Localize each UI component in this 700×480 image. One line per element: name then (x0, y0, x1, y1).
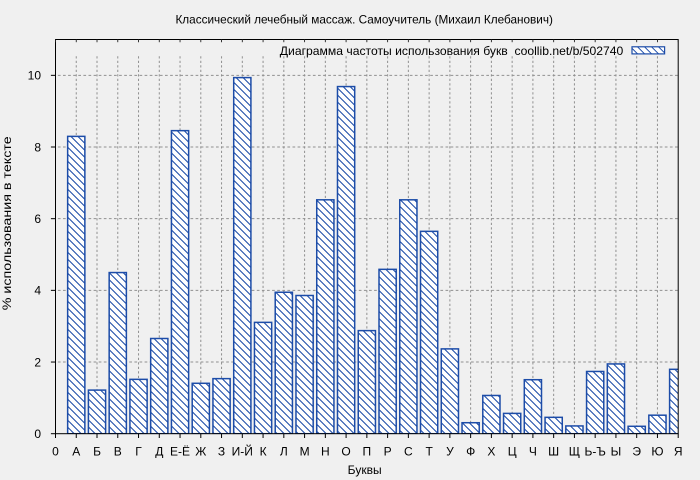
svg-text:Ж: Ж (195, 444, 206, 458)
svg-text:10: 10 (28, 69, 42, 83)
svg-text:Ю: Ю (651, 444, 663, 458)
svg-text:Д: Д (155, 444, 163, 458)
svg-text:О: О (341, 444, 350, 458)
svg-text:Ы: Ы (611, 444, 622, 458)
svg-text:8: 8 (34, 140, 41, 154)
svg-text:М: М (300, 444, 310, 458)
svg-text:Ь-Ъ: Ь-Ъ (584, 444, 605, 458)
svg-text:К: К (260, 444, 267, 458)
svg-text:Т: Т (425, 444, 433, 458)
svg-text:Р: Р (384, 444, 392, 458)
svg-text:Э: Э (632, 444, 641, 458)
svg-text:Ф: Ф (466, 444, 475, 458)
svg-text:Ш: Ш (548, 444, 559, 458)
svg-text:Буквы: Буквы (348, 463, 382, 477)
svg-text:Я: Я (674, 444, 683, 458)
svg-text:4: 4 (34, 284, 41, 298)
svg-text:2: 2 (34, 355, 41, 369)
svg-text:0: 0 (34, 427, 41, 441)
svg-text:% использования в тексте: % использования в тексте (0, 136, 14, 310)
svg-text:А: А (72, 444, 80, 458)
svg-text:Ц: Ц (508, 444, 517, 458)
svg-text:0: 0 (52, 444, 59, 458)
svg-text:Диаграмма частоты использовани: Диаграмма частоты использования букв coo… (280, 44, 624, 58)
svg-text:Б: Б (93, 444, 101, 458)
svg-text:Х: Х (487, 444, 495, 458)
svg-text:Л: Л (280, 444, 288, 458)
svg-text:З: З (218, 444, 225, 458)
svg-text:6: 6 (34, 212, 41, 226)
svg-text:Г: Г (135, 444, 142, 458)
svg-text:С: С (404, 444, 413, 458)
svg-text:У: У (446, 444, 454, 458)
svg-text:И-Й: И-Й (232, 443, 253, 458)
svg-text:Щ: Щ (569, 444, 580, 458)
svg-text:Н: Н (321, 444, 330, 458)
svg-text:Е-Ё: Е-Ё (170, 444, 190, 458)
svg-text:Ч: Ч (529, 444, 537, 458)
svg-text:П: П (363, 444, 372, 458)
svg-text:В: В (114, 444, 122, 458)
svg-text:Классический лечебный массаж.: Классический лечебный массаж. Самоучител… (175, 13, 553, 27)
